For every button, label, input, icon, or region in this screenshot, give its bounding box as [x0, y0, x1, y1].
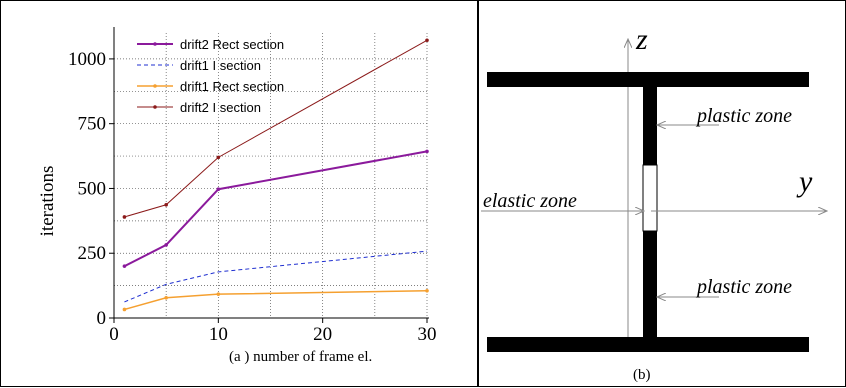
series-line-1	[123, 150, 428, 268]
legend-label-1: drift2 Rect section	[180, 37, 284, 52]
series-point-1	[122, 264, 127, 268]
legend-label-2: drift1 I section	[180, 58, 261, 73]
z-axis-label: z	[635, 23, 648, 56]
i-section-diagram: z y plastic zone elastic zone plastic zo…	[481, 23, 846, 383]
y-tick-label: 500	[78, 178, 107, 199]
series-point-4	[216, 155, 221, 160]
series-point-4	[164, 202, 168, 207]
panel-b-caption: (b)	[633, 367, 651, 383]
series-point-1	[164, 243, 168, 247]
y-axis-label: y	[796, 165, 813, 198]
elastic-zone-label: elastic zone	[483, 190, 577, 212]
series-line-2	[124, 250, 428, 303]
y-tick-label: 250	[78, 243, 107, 264]
x-tick-label: 30	[418, 324, 437, 345]
bottom-flange	[487, 337, 809, 352]
chart-grid	[114, 33, 428, 318]
series-point-3	[164, 295, 168, 300]
legend-label-3: drift1 Rect section	[180, 79, 284, 94]
y-tick-label: 750	[78, 114, 107, 135]
web-lower	[643, 231, 657, 337]
legend-marker-1	[153, 42, 157, 46]
x-tick-label: 0	[109, 324, 119, 345]
chart-series-layer	[122, 38, 429, 312]
series-line-3	[124, 290, 428, 311]
series-line-4	[124, 39, 428, 218]
diagram-panel-b: z y plastic zone elastic zone plastic zo…	[478, 0, 846, 387]
x-tick-label: 10	[209, 324, 228, 345]
series-point-1	[425, 149, 429, 154]
y-tick-label: 0	[97, 308, 107, 329]
series-point-4	[425, 38, 429, 43]
series-point-1	[216, 187, 221, 192]
plastic-zone-bottom-label: plastic zone	[695, 276, 792, 298]
x-axis-title: (a ) number of frame el.	[229, 349, 372, 365]
web-elastic-core	[642, 164, 658, 232]
web-upper	[643, 87, 657, 165]
y-tick-label: 1000	[68, 49, 106, 70]
legend-marker-3	[153, 84, 157, 88]
y-axis-title: iterations	[37, 166, 58, 237]
series-point-3	[122, 307, 127, 312]
legend-marker-4	[153, 105, 157, 109]
line-chart: 0 10 20 30 0 250 500 750 1000 drift2 Rect sectio…	[37, 27, 437, 365]
series-point-4	[122, 215, 127, 219]
top-flange	[487, 72, 809, 87]
plastic-zone-top-label: plastic zone	[695, 105, 792, 127]
chart-legend: drift2 Rect section drift1 I section drift…	[137, 37, 284, 115]
series-point-3	[216, 292, 221, 296]
chart-axes: 0 10 20 30 0 250 500 750 1000	[68, 27, 437, 345]
chart-panel-a: 0 10 20 30 0 250 500 750 1000 drift2 Rect sectio…	[0, 0, 478, 387]
x-tick-label: 20	[313, 324, 332, 345]
series-point-3	[425, 288, 429, 293]
legend-label-4: drift2 I section	[180, 100, 261, 115]
